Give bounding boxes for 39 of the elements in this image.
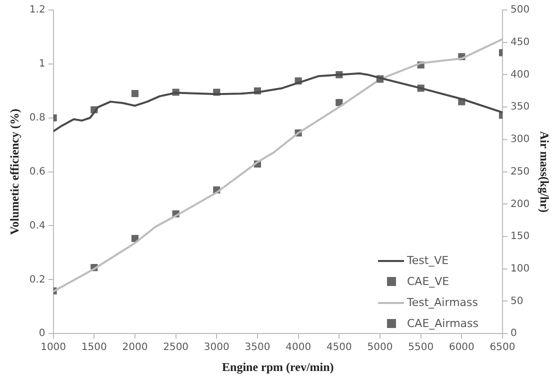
y-tick-label: 0.8 xyxy=(29,112,46,124)
y2-tick-label: 500 xyxy=(510,4,530,16)
y-tick-label: 1.2 xyxy=(29,4,46,16)
y2-tick-label: 400 xyxy=(510,69,530,80)
x-tick-label: 2000 xyxy=(122,342,148,354)
y-tick-label: 1 xyxy=(38,58,46,70)
x-tick-label: 1000 xyxy=(40,342,66,354)
x-axis-title: Engine rpm (rev/min) xyxy=(222,360,334,374)
point xyxy=(336,99,343,106)
x-tick-label: 3500 xyxy=(244,342,270,354)
y2-tick-label: 50 xyxy=(510,296,524,307)
x-tick-label: 6000 xyxy=(448,342,474,354)
x-tick-label: 1500 xyxy=(81,342,107,354)
x-tick-label: 5000 xyxy=(367,342,393,354)
y2-axis-title: Air mass(kg/hr) xyxy=(538,131,552,213)
point xyxy=(131,90,139,98)
y2-tick-label: 100 xyxy=(510,263,530,274)
y-tick-label: 0 xyxy=(38,328,46,340)
x-tick-label: 3000 xyxy=(204,342,230,354)
y2-tick-label: 350 xyxy=(510,102,530,113)
y-tick-label: 0.6 xyxy=(29,166,46,178)
y2-tick-label: 450 xyxy=(510,36,530,48)
x-tick-label: 6500 xyxy=(490,342,516,354)
legend-label: CAE_Airmass xyxy=(407,317,478,330)
y-tick-label: 0.4 xyxy=(29,220,46,232)
x-tick-label: 4000 xyxy=(286,342,312,354)
y2-tick-label: 200 xyxy=(510,198,530,210)
y-axis-title: Volumetic efficiency (%) xyxy=(7,108,22,235)
y-tick-label: 0.2 xyxy=(29,274,46,286)
y2-tick-label: 150 xyxy=(510,231,530,242)
x-tick-label: 5500 xyxy=(408,342,434,354)
y2-tick-label: 300 xyxy=(510,134,530,146)
legend-label: CAE_VE xyxy=(407,275,450,288)
x-tick-label: 4500 xyxy=(326,342,352,354)
legend-label: Test_VE xyxy=(407,254,449,267)
y2-tick-label: 0 xyxy=(510,328,517,340)
x-tick-label: 2500 xyxy=(163,342,189,354)
legend-label: Test_Airmass xyxy=(407,296,478,309)
y2-tick-label: 250 xyxy=(510,166,530,178)
